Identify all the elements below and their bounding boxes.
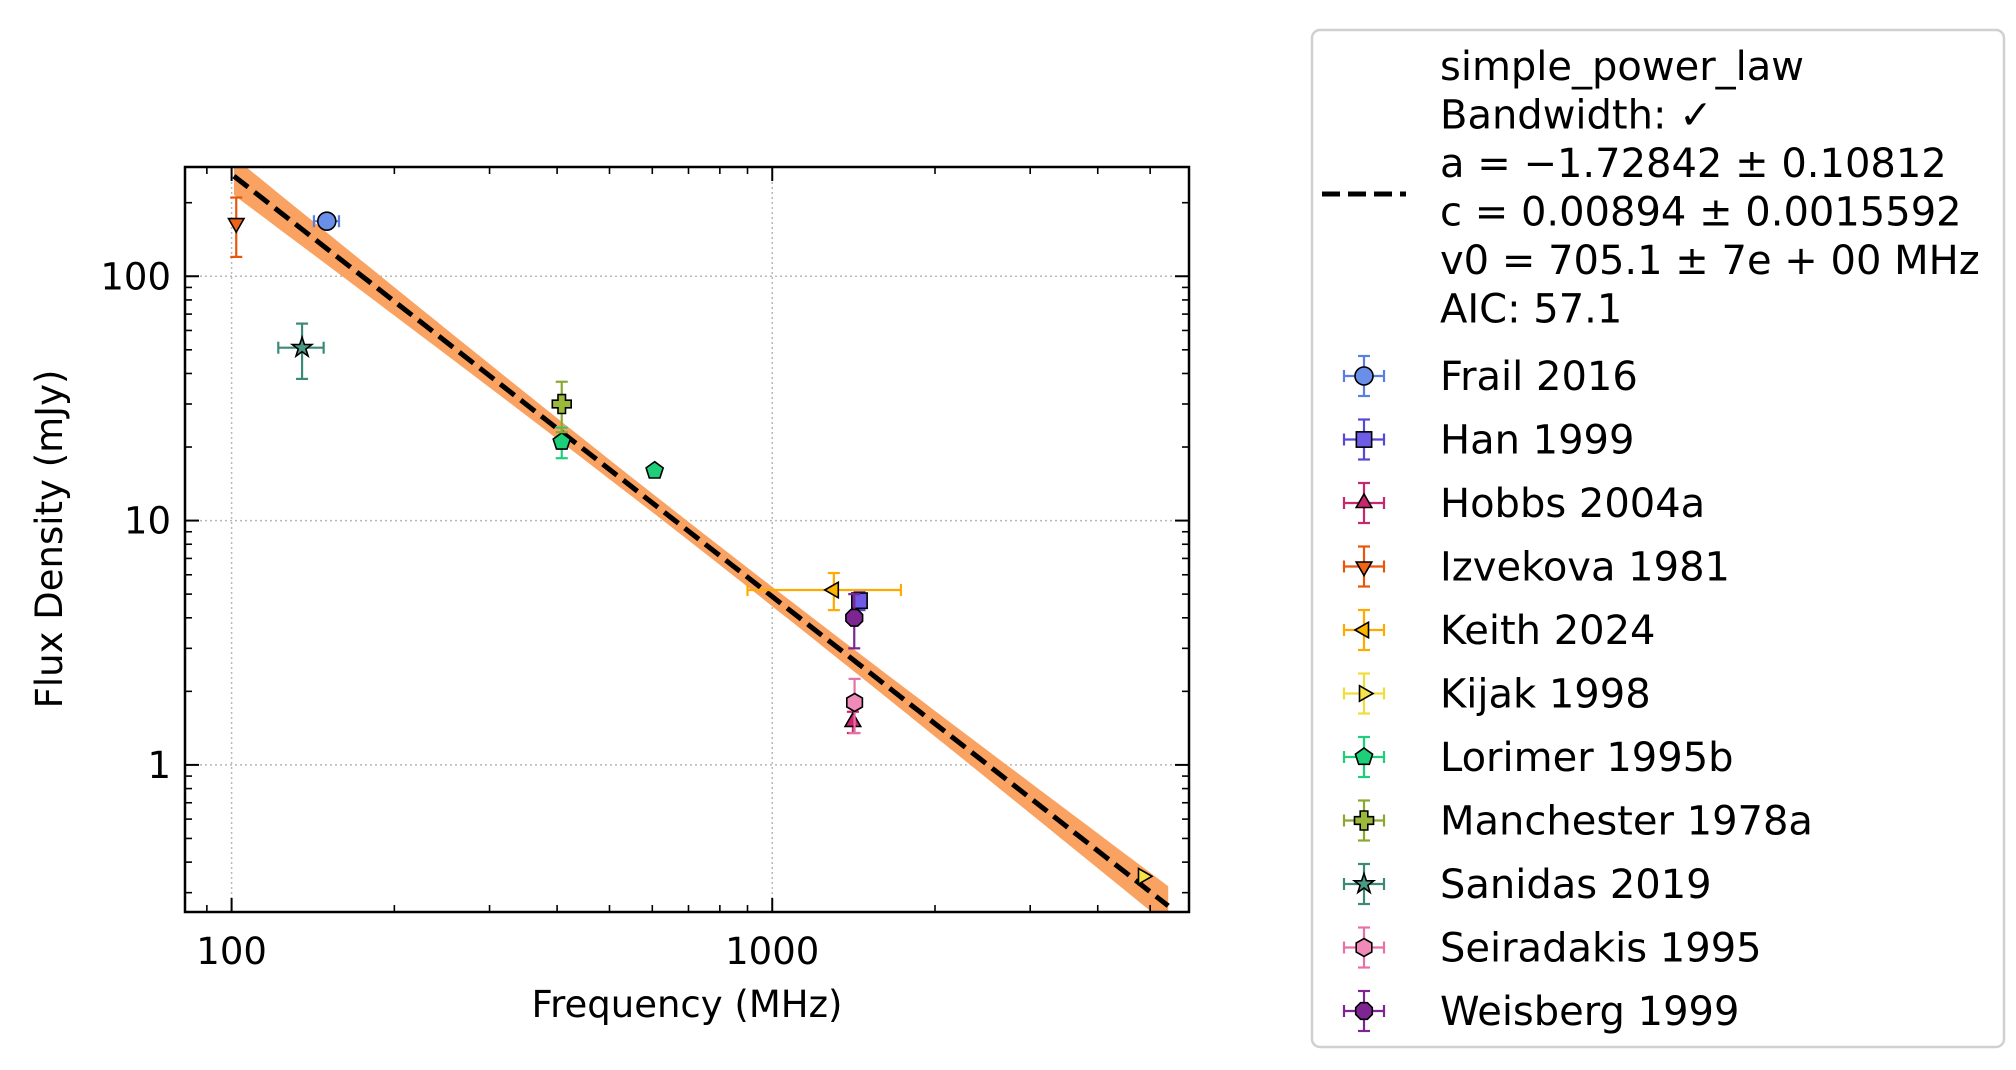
legend-label: Seiradakis 1995 [1440,926,1762,972]
x-axis-label: Frequency (MHz) [532,983,843,1026]
axis-ticks [185,167,1189,912]
data-point-marker [316,211,337,232]
legend-label: Kijak 1998 [1440,672,1651,718]
plot-frame [183,165,1191,914]
data-point [746,571,903,612]
data-point-marker [823,580,840,600]
series-hobbs-2004a [843,710,863,735]
fit-uncertainty-band [233,167,1169,912]
y-tick-label: 100 [100,255,171,298]
data-point-marker [845,608,864,627]
data-point [1137,867,1154,886]
legend-entry-lorimer-1995b: Lorimer 1995b [1342,735,1734,781]
data-point [845,593,864,650]
legend-entry-weisberg-1999: Weisberg 1999 [1342,989,1739,1035]
series-manchester-1978a [551,380,573,434]
series-lorimer-1995b [552,426,665,479]
legend-fit-label-line: simple_power_law [1440,44,1804,90]
legend-fit-label-line: a = −1.72842 ± 0.10812 [1440,141,1947,187]
legend-fit-label-line: AIC: 57.1 [1440,287,1622,333]
series-keith-2024 [746,571,903,612]
y-tick-label: 1 [147,744,171,787]
series-sanidas-2019 [277,322,325,381]
legend-entry-manchester-1978a: Manchester 1978a [1342,799,1813,845]
axis-tick-labels: 100 1000 1 10 100 [100,255,819,973]
data-point [843,710,863,735]
fit-line-layer [232,174,1170,908]
legend-label: Weisberg 1999 [1440,989,1739,1035]
data-point-marker [843,711,863,728]
legend-marker [1353,810,1375,831]
legend-fit-label-line: c = 0.00894 ± 0.0015592 [1440,190,1962,236]
legend-marker [1354,561,1374,578]
legend-marker [1354,492,1374,509]
series-seiradakis-1995 [845,677,864,735]
data-point [312,211,341,232]
y-axis-label: Flux Density (mJy) [28,370,71,709]
legend-label: Frail 2016 [1440,354,1638,400]
y-tick-label: 10 [124,500,171,543]
legend-frame [1310,28,2006,1049]
legend-entry-keith-2024: Keith 2024 [1342,608,1656,654]
series-kijak-1998 [1137,867,1154,886]
legend-label: Izvekova 1981 [1440,545,1730,591]
data-point [227,196,246,259]
legend-fit-label-line: Bandwidth: ✓ [1440,93,1713,139]
legend-marker [1354,747,1374,766]
legend-entry-kijak-1998: Kijak 1998 [1342,672,1651,718]
data-point [551,380,573,434]
legend-entry-han-1999: Han 1999 [1342,418,1634,464]
legend-entry-sanidas-2019: Sanidas 2019 [1342,862,1712,908]
legend-marker [1353,620,1370,640]
series-frail-2016 [312,211,341,232]
legend-marker [1354,1001,1374,1021]
grid-lines [185,167,1189,912]
legend-entry-izvekova-1981: Izvekova 1981 [1342,545,1730,591]
legend-entries: Frail 2016 Han 1999 Hobbs 2004a Izvekova 19… [1342,354,1813,1035]
fit-band-layer [233,167,1169,912]
legend-label: Sanidas 2019 [1440,862,1712,908]
legend-marker [1354,366,1374,386]
data-point-marker [845,692,864,713]
data-point [277,322,325,381]
legend-marker [1355,431,1373,448]
x-tick-label: 100 [196,930,267,973]
data-point [845,677,864,735]
data-point-marker [551,393,573,415]
data-point-marker [1137,867,1154,886]
data-point-marker [645,460,665,479]
data-point-marker [552,431,572,450]
legend-label: Hobbs 2004a [1440,481,1705,527]
x-tick-label: 1000 [725,930,819,973]
legend-fit-label-line: v0 = 705.1 ± 7e + 00 MHz [1440,238,1980,284]
fit-line [232,174,1170,908]
legend-label: Lorimer 1995b [1440,735,1734,781]
data-point-marker [289,334,315,359]
data-point [645,460,665,479]
series-izvekova-1981 [227,196,246,259]
legend-label: Keith 2024 [1440,608,1656,654]
legend-label: Manchester 1978a [1440,799,1813,845]
legend-marker [1358,684,1375,703]
legend-marker [1351,871,1377,895]
data-points-layer [227,196,1154,886]
legend-label: Han 1999 [1440,418,1634,464]
series-weisberg-1999 [845,593,864,650]
data-point-marker [227,217,246,234]
legend-entry-hobbs-2004a: Hobbs 2004a [1342,481,1705,527]
legend-marker [1355,937,1373,958]
legend-entry-seiradakis-1995: Seiradakis 1995 [1342,926,1762,972]
legend-entry-frail-2016: Frail 2016 [1342,354,1638,400]
